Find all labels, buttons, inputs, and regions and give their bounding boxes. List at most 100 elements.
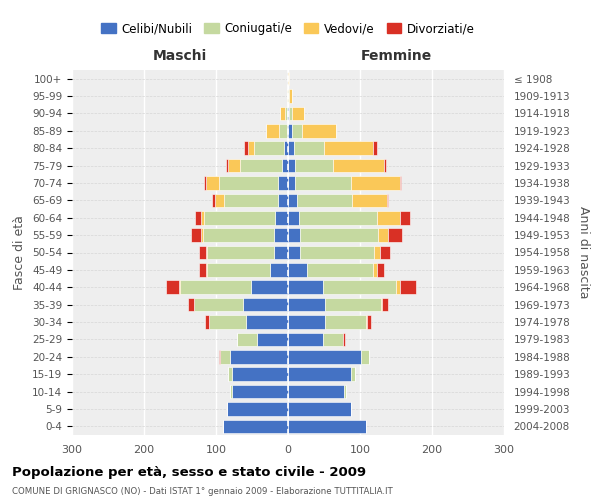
Bar bbox=[386, 194, 388, 207]
Bar bbox=[201, 211, 205, 224]
Bar bbox=[266, 124, 280, 138]
Bar bbox=[287, 90, 288, 103]
Bar bbox=[224, 194, 278, 207]
Bar bbox=[242, 298, 288, 312]
Text: Popolazione per età, sesso e stato civile - 2009: Popolazione per età, sesso e stato civil… bbox=[12, 466, 366, 479]
Bar bbox=[227, 402, 288, 415]
Bar bbox=[270, 263, 288, 276]
Bar bbox=[382, 298, 388, 312]
Bar bbox=[199, 263, 206, 276]
Bar bbox=[350, 176, 400, 190]
Bar bbox=[385, 159, 386, 172]
Bar bbox=[284, 142, 288, 155]
Bar bbox=[282, 159, 288, 172]
Bar bbox=[206, 176, 219, 190]
Bar bbox=[208, 246, 274, 260]
Bar bbox=[344, 385, 346, 398]
Bar bbox=[205, 176, 206, 190]
Bar bbox=[219, 176, 278, 190]
Bar bbox=[220, 350, 230, 364]
Bar bbox=[199, 246, 206, 260]
Bar bbox=[292, 124, 302, 138]
Y-axis label: Fasce di età: Fasce di età bbox=[13, 215, 26, 290]
Bar bbox=[287, 124, 288, 138]
Bar bbox=[274, 246, 288, 260]
Bar bbox=[373, 142, 377, 155]
Bar bbox=[288, 246, 300, 260]
Bar bbox=[275, 211, 288, 224]
Bar bbox=[205, 211, 275, 224]
Bar bbox=[381, 298, 382, 312]
Bar bbox=[257, 332, 288, 346]
Bar bbox=[215, 194, 224, 207]
Bar bbox=[205, 315, 209, 329]
Bar bbox=[212, 194, 215, 207]
Bar bbox=[302, 124, 336, 138]
Text: COMUNE DI GRIGNASCO (NO) - Dati ISTAT 1° gennaio 2009 - Elaborazione TUTTITALIA.: COMUNE DI GRIGNASCO (NO) - Dati ISTAT 1°… bbox=[12, 487, 393, 496]
Bar bbox=[323, 332, 343, 346]
Bar bbox=[300, 228, 378, 242]
Bar bbox=[325, 298, 381, 312]
Bar bbox=[352, 194, 386, 207]
Bar bbox=[289, 106, 292, 120]
Bar bbox=[388, 228, 402, 242]
Bar bbox=[288, 315, 325, 329]
Bar bbox=[288, 368, 352, 381]
Bar bbox=[288, 90, 289, 103]
Bar bbox=[244, 142, 248, 155]
Bar bbox=[191, 228, 201, 242]
Bar bbox=[296, 194, 352, 207]
Bar bbox=[288, 194, 296, 207]
Bar bbox=[288, 280, 323, 294]
Bar bbox=[230, 385, 232, 398]
Bar bbox=[287, 106, 288, 120]
Bar bbox=[254, 142, 284, 155]
Bar bbox=[232, 368, 288, 381]
Bar bbox=[288, 385, 344, 398]
Bar bbox=[307, 263, 373, 276]
Bar bbox=[248, 142, 254, 155]
Bar bbox=[288, 263, 307, 276]
Bar bbox=[206, 263, 270, 276]
Bar bbox=[280, 106, 285, 120]
Bar bbox=[251, 280, 288, 294]
Bar bbox=[288, 159, 295, 172]
Bar bbox=[288, 176, 295, 190]
Bar bbox=[377, 263, 384, 276]
Bar bbox=[295, 176, 350, 190]
Bar bbox=[396, 280, 400, 294]
Bar bbox=[377, 211, 400, 224]
Bar bbox=[288, 106, 289, 120]
Bar bbox=[288, 298, 325, 312]
Text: Maschi: Maschi bbox=[153, 48, 207, 62]
Bar bbox=[288, 332, 323, 346]
Bar bbox=[380, 246, 390, 260]
Bar bbox=[194, 298, 242, 312]
Bar bbox=[246, 315, 288, 329]
Bar bbox=[285, 106, 287, 120]
Bar bbox=[179, 280, 180, 294]
Bar bbox=[188, 298, 194, 312]
Bar bbox=[226, 159, 227, 172]
Text: Femmine: Femmine bbox=[361, 48, 431, 62]
Legend: Celibi/Nubili, Coniugati/e, Vedovi/e, Divorziati/e: Celibi/Nubili, Coniugati/e, Vedovi/e, Di… bbox=[97, 18, 479, 40]
Y-axis label: Anni di nascita: Anni di nascita bbox=[577, 206, 590, 298]
Bar bbox=[400, 280, 416, 294]
Bar bbox=[228, 368, 232, 381]
Bar bbox=[180, 280, 251, 294]
Bar bbox=[352, 368, 355, 381]
Bar bbox=[378, 228, 388, 242]
Bar bbox=[274, 228, 288, 242]
Bar bbox=[289, 90, 292, 103]
Bar bbox=[295, 159, 332, 172]
Bar bbox=[223, 420, 288, 433]
Bar bbox=[294, 142, 324, 155]
Bar bbox=[209, 315, 246, 329]
Bar bbox=[278, 194, 288, 207]
Bar bbox=[332, 159, 385, 172]
Bar bbox=[400, 176, 401, 190]
Bar bbox=[288, 142, 294, 155]
Bar bbox=[300, 246, 374, 260]
Bar bbox=[367, 315, 371, 329]
Bar bbox=[166, 280, 179, 294]
